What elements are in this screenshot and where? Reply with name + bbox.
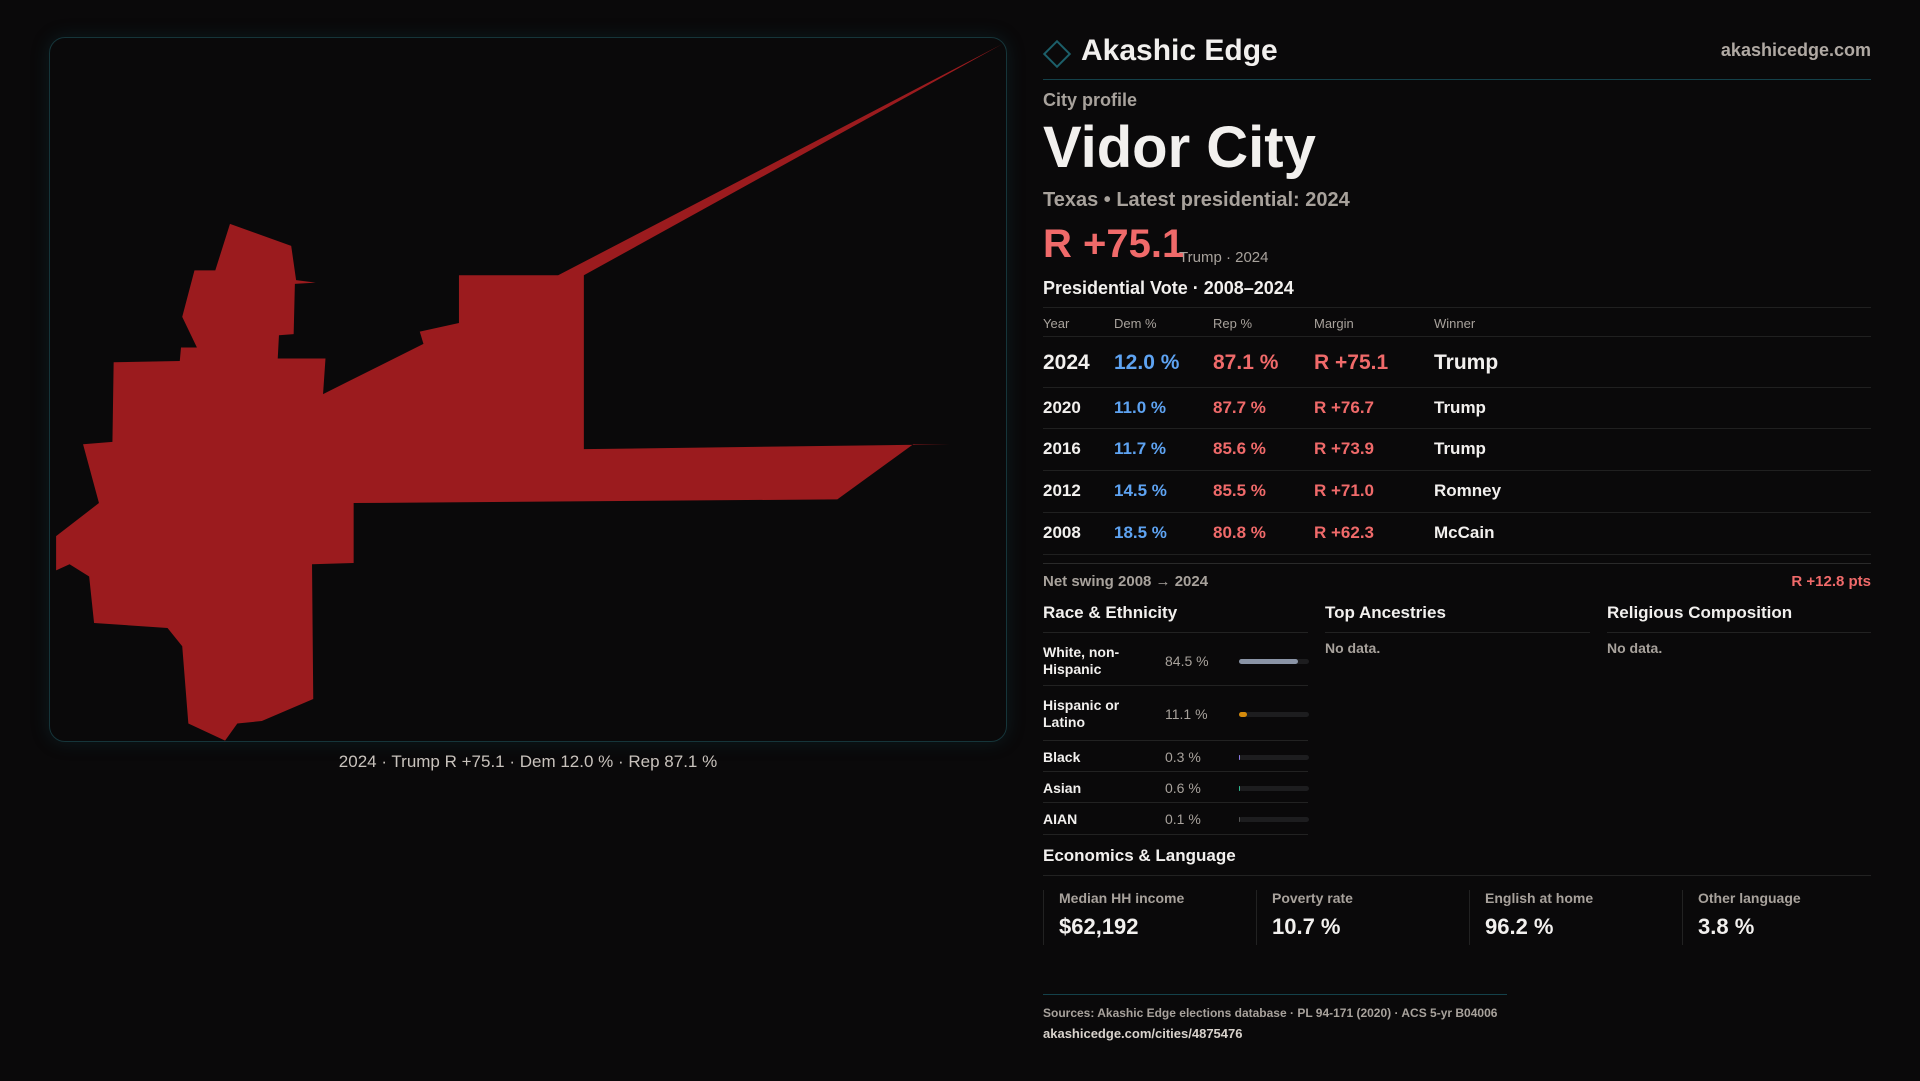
ancestry-title: Top Ancestries xyxy=(1325,603,1590,633)
race-row xyxy=(1043,772,1308,803)
vote-row: 2012 14.5 % 85.5 % R +71.0 Romney xyxy=(1043,471,1871,513)
race-bar xyxy=(1239,711,1309,717)
race-row xyxy=(1043,741,1308,772)
vote-winner: McCain xyxy=(1434,523,1495,542)
vote-margin: R +71.0 xyxy=(1314,481,1375,500)
page-url[interactable]: akashicedge.com/cities/4875476 xyxy=(1043,1026,1243,1041)
brand-name: Akashic Edge xyxy=(1081,34,1278,67)
vote-dem: 18.5 % xyxy=(1114,523,1167,542)
margin-note: Trump · 2024 xyxy=(1179,249,1269,266)
race-bar-fill xyxy=(1239,659,1299,664)
vote-margin: R +73.9 xyxy=(1314,439,1375,458)
race-bar-fill xyxy=(1239,754,1241,760)
map-caption: 2024 · Trump R +75.1 · Dem 12.0 % · Rep … xyxy=(338,752,718,771)
vote-row: 2016 11.7 % 85.6 % R +73.9 Trump xyxy=(1043,429,1871,471)
subtitle: Texas • Latest presidential: 2024 xyxy=(1043,189,1350,211)
col-dem: Dem % xyxy=(1114,316,1157,331)
city-polygon xyxy=(56,43,1003,741)
vote-margin: R +75.1 xyxy=(1314,351,1389,374)
vote-margin: R +76.7 xyxy=(1314,398,1375,417)
race-value: 11.1 % xyxy=(1165,705,1208,722)
race-value: 84.5 % xyxy=(1165,653,1209,669)
ancestry-empty: No data. xyxy=(1325,640,1381,656)
col-rep: Rep % xyxy=(1213,316,1253,331)
econ-value: 10.7 % xyxy=(1272,914,1341,939)
vote-winner: Trump xyxy=(1434,351,1499,374)
econ-title: Economics & Language xyxy=(1043,846,1871,876)
vote-dem: 11.0 % xyxy=(1114,398,1166,417)
vote-rep: 87.1 % xyxy=(1213,351,1279,374)
race-row xyxy=(1043,636,1308,686)
race-label: White, non-Hispanic xyxy=(1043,644,1120,677)
econ-label: English at home xyxy=(1485,890,1594,906)
votes-title: Presidential Vote · 2008–2024 xyxy=(1043,278,1294,298)
vote-rep: 87.7 % xyxy=(1213,398,1266,417)
race-label: Black xyxy=(1043,748,1081,765)
race-value: 0.1 % xyxy=(1165,811,1201,827)
race-bar xyxy=(1239,817,1309,822)
vote-year: 2008 xyxy=(1043,523,1081,542)
vote-year: 2024 xyxy=(1043,351,1090,374)
col-winner: Winner xyxy=(1434,316,1476,331)
race-bar xyxy=(1239,754,1309,760)
race-bar-fill xyxy=(1239,785,1241,791)
vote-rep: 85.5 % xyxy=(1213,481,1266,500)
econ-label: Median HH income xyxy=(1059,890,1185,906)
race-bar xyxy=(1239,659,1309,664)
race-bar xyxy=(1239,785,1309,791)
econ-label: Other language xyxy=(1698,890,1801,906)
race-row xyxy=(1043,686,1308,741)
race-label: Asian xyxy=(1043,779,1082,796)
race-label: Hispanic or Latino xyxy=(1043,696,1120,730)
econ-card: Median HH income $62,192 xyxy=(1043,890,1184,945)
votes-header: Year Dem % Rep % Margin Winner xyxy=(1043,307,1871,337)
race-label: AIAN xyxy=(1043,811,1078,827)
vote-dem: 12.0 % xyxy=(1114,351,1180,374)
vote-row: 2024 12.0 % 87.1 % R +75.1 Trump xyxy=(1043,337,1871,388)
sources: Sources: Akashic Edge elections database… xyxy=(1043,1006,1498,1020)
vote-year: 2020 xyxy=(1043,398,1081,417)
vote-dem: 11.7 % xyxy=(1114,439,1166,458)
margin-headline: R +75.1 xyxy=(1043,222,1185,266)
kicker: City profile xyxy=(1043,90,1138,110)
header: Akashic Edge akashicedge.com xyxy=(1042,30,1871,80)
col-year: Year xyxy=(1043,316,1070,331)
swing-value: R +12.8 pts xyxy=(1791,573,1871,590)
race-value: 0.6 % xyxy=(1165,779,1201,796)
site-link[interactable]: akashicedge.com xyxy=(1720,40,1871,60)
city-map[interactable] xyxy=(49,37,1007,742)
logo-diamond-icon xyxy=(1042,39,1072,69)
vote-row: 2008 18.5 % 80.8 % R +62.3 McCain xyxy=(1043,513,1871,555)
vote-rep: 80.8 % xyxy=(1213,523,1266,542)
vote-margin: R +62.3 xyxy=(1314,523,1375,542)
econ-card: Poverty rate 10.7 % xyxy=(1256,890,1353,945)
vote-dem: 14.5 % xyxy=(1114,481,1167,500)
race-value: 0.3 % xyxy=(1165,748,1201,765)
col-margin: Margin xyxy=(1314,316,1354,331)
vote-winner: Romney xyxy=(1434,481,1502,500)
econ-card: Other language 3.8 % xyxy=(1682,890,1801,945)
vote-year: 2016 xyxy=(1043,439,1081,458)
race-row xyxy=(1043,803,1308,835)
page-title: Vidor City xyxy=(1043,115,1316,180)
econ-card: English at home 96.2 % xyxy=(1469,890,1593,945)
econ-value: 3.8 % xyxy=(1698,914,1755,939)
econ-value: $62,192 xyxy=(1059,914,1139,939)
vote-year: 2012 xyxy=(1043,481,1081,500)
race-bar-fill xyxy=(1239,711,1247,717)
econ-label: Poverty rate xyxy=(1272,890,1353,906)
religion-title: Religious Composition xyxy=(1607,603,1871,633)
econ-value: 96.2 % xyxy=(1485,914,1554,939)
vote-winner: Trump xyxy=(1434,439,1486,458)
vote-row: 2020 11.0 % 87.7 % R +76.7 Trump xyxy=(1043,388,1871,429)
vote-winner: Trump xyxy=(1434,398,1486,417)
race-title: Race & Ethnicity xyxy=(1043,603,1308,633)
race-bar-fill xyxy=(1239,817,1241,822)
religion-empty: No data. xyxy=(1607,640,1663,656)
swing-label: Net swing 2008 → 2024 xyxy=(1043,573,1209,590)
vote-rep: 85.6 % xyxy=(1213,439,1266,458)
